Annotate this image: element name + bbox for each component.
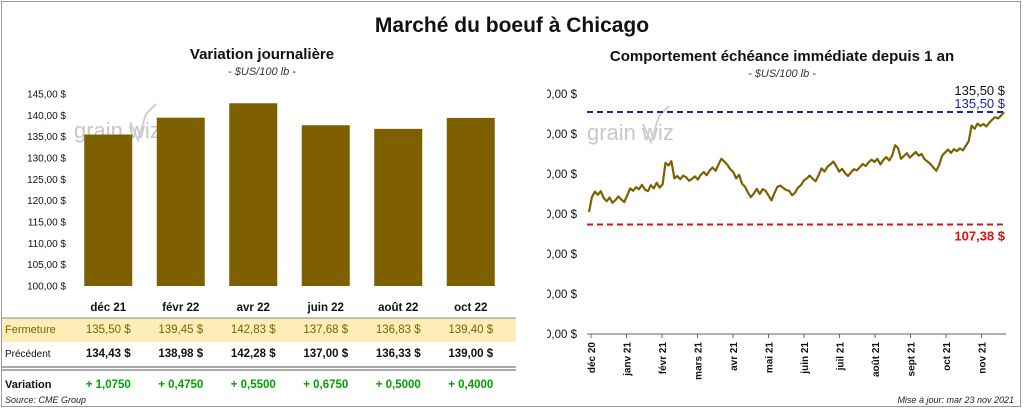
table-cell: 137,68 $ <box>303 324 348 336</box>
table-cell: 142,83 $ <box>231 324 276 336</box>
table-cell: 142,28 $ <box>231 348 276 360</box>
table-row-label: Fermeture <box>5 324 56 336</box>
x-tick-label: févr 21 <box>658 342 669 375</box>
bar-0 <box>84 134 133 286</box>
y-tick-label: 110,00 $ <box>547 209 578 221</box>
table-cell: 139,40 $ <box>448 324 493 336</box>
last-price-label: 135,50 $ <box>954 83 1005 98</box>
bar-2 <box>229 103 278 286</box>
bar-4 <box>374 128 423 286</box>
x-tick-label: juin 21 <box>800 342 811 375</box>
y-tick-label: 100,00 $ <box>547 249 578 261</box>
main-title: Marché du boeuf à Chicago <box>374 14 650 37</box>
left-chart-unit: - $US/100 lb - <box>228 66 296 78</box>
x-category-label: déc 21 <box>90 302 126 314</box>
fermeture-row-bg <box>2 318 516 342</box>
bar-3 <box>301 125 350 286</box>
left-chart-title: Variation journalière <box>189 46 335 63</box>
y-tick-label: 140,00 $ <box>547 89 578 101</box>
x-category-label: oct 22 <box>454 302 487 314</box>
table-cell: 136,33 $ <box>376 348 421 360</box>
y-tick-label: 100,00 $ <box>27 282 66 293</box>
x-tick-label: avr 21 <box>729 342 740 371</box>
table-cell: 139,00 $ <box>448 348 493 360</box>
x-category-label: août 22 <box>378 302 418 314</box>
y-tick-label: 90,00 $ <box>547 289 578 301</box>
y-tick-label: 135,00 $ <box>27 132 66 143</box>
bar-5 <box>446 117 495 286</box>
x-category-label: juin 22 <box>307 302 344 314</box>
x-tick-label: juil 21 <box>836 342 847 372</box>
source-note: Source: CME Group <box>5 395 87 405</box>
x-tick-label: janv 21 <box>623 342 634 377</box>
y-tick-label: 120,00 $ <box>547 169 578 181</box>
high-label: 135,50 $ <box>954 96 1005 111</box>
x-tick-label: mai 21 <box>765 342 776 374</box>
y-tick-label: 110,00 $ <box>28 239 67 250</box>
y-tick-label: 125,00 $ <box>27 175 66 186</box>
table-row-label: Variation <box>5 379 52 391</box>
y-tick-label: 80,00 $ <box>547 329 578 341</box>
update-note: Mise à jour: mar 23 nov 2021 <box>897 395 1014 405</box>
table-cell: + 0,4750 <box>158 379 203 391</box>
table-row-label: Précédent <box>5 349 51 360</box>
table-cell: 137,00 $ <box>303 348 348 360</box>
x-tick-label: mars 21 <box>694 342 705 380</box>
table-cell: + 0,6750 <box>303 379 348 391</box>
y-tick-label: 105,00 $ <box>27 260 66 271</box>
y-tick-label: 145,00 $ <box>27 90 66 101</box>
y-tick-label: 115,00 $ <box>28 218 67 229</box>
table-cell: 136,83 $ <box>376 324 421 336</box>
x-category-label: févr 22 <box>162 302 199 314</box>
x-tick-label: nov 21 <box>978 342 989 374</box>
x-tick-label: déc 20 <box>587 342 598 374</box>
bar-1 <box>156 117 205 287</box>
table-cell: + 0,4000 <box>448 379 493 391</box>
watermark-logo: grain wiz <box>587 105 674 145</box>
right-chart-title: Comportement échéance immédiate depuis 1… <box>609 48 955 65</box>
table-cell: + 0,5500 <box>231 379 276 391</box>
right-chart-unit: - $US/100 lb - <box>748 68 816 80</box>
watermark-mark <box>129 103 157 143</box>
y-tick-label: 120,00 $ <box>27 196 66 207</box>
y-tick-label: 140,00 $ <box>27 111 66 122</box>
y-tick-label: 130,00 $ <box>27 154 66 165</box>
table-cell: + 0,5000 <box>376 379 421 391</box>
watermark-text: grain wiz <box>587 120 674 145</box>
x-tick-label: sept 21 <box>907 342 918 377</box>
table-cell: 139,45 $ <box>158 324 203 336</box>
x-tick-label: oct 21 <box>942 342 953 371</box>
x-category-label: avr 22 <box>237 302 270 314</box>
table-cell: 138,98 $ <box>158 348 203 360</box>
line-chart: grain wiz 80,00 $ 90,00 $ 100,00 $ 110,00 $ 1… <box>547 83 1006 380</box>
table-cell: 134,43 $ <box>86 348 131 360</box>
price-line <box>587 111 1005 213</box>
table-cell: + 1,0750 <box>86 379 131 391</box>
table-cell: 135,50 $ <box>86 324 131 336</box>
x-tick-label: août 21 <box>871 342 882 377</box>
watermark-mark <box>642 105 670 145</box>
low-label: 107,38 $ <box>954 228 1005 243</box>
y-tick-label: 130,00 $ <box>547 129 578 141</box>
